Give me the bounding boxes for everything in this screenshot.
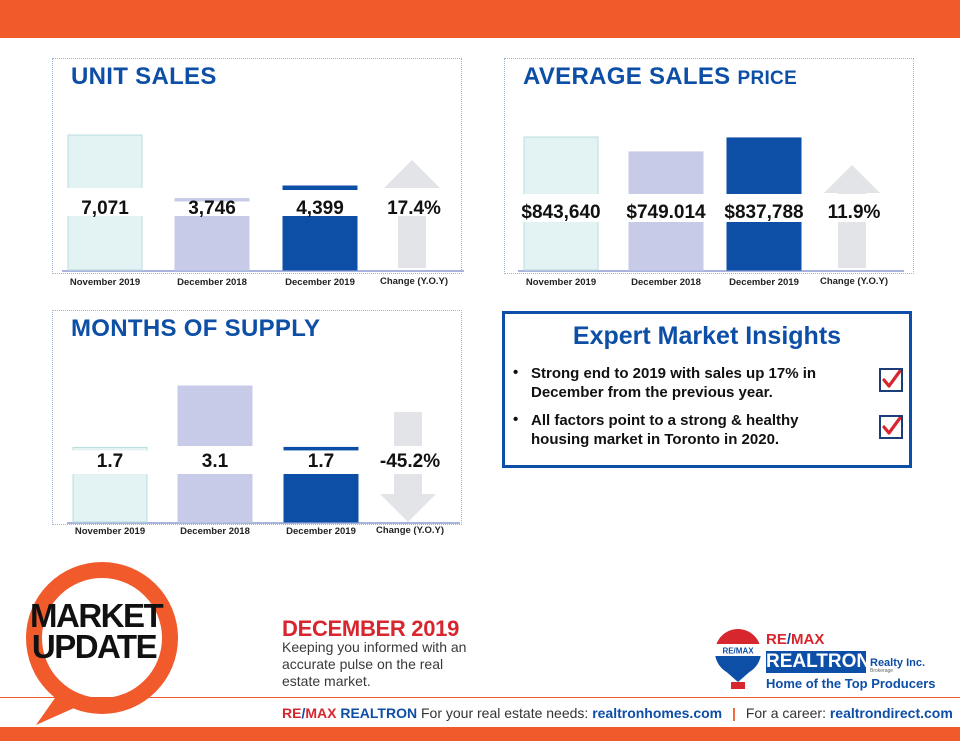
footer-separator: | (732, 705, 736, 721)
bar-label-band (67, 188, 143, 216)
market-update-badge-icon (26, 562, 178, 725)
realty-inc-label: Realty Inc. (870, 657, 926, 669)
bar-label-band (628, 194, 704, 222)
market-update-badge-text: MARKET UPDATE (30, 597, 164, 665)
change-label-band (374, 446, 442, 474)
bar-value-label: 1.7 (97, 451, 123, 472)
change-value-label: 11.9% (828, 202, 881, 223)
bar-value-label: 3.1 (202, 451, 229, 472)
category-label: Change (Y.O.Y) (380, 276, 448, 287)
bar-value-label: $843,640 (521, 202, 600, 223)
bar-label-band (174, 201, 250, 216)
insight-item: • All factors point to a strong & health… (513, 411, 903, 457)
footer-remax: RE/MAX (282, 705, 337, 721)
change-value-label: 17.4% (387, 198, 441, 219)
insight-text: Strong end to 2019 with sales up 17% in … (531, 365, 817, 401)
remax-wordmark: RE/MAX (766, 631, 825, 648)
category-label: December 2019 (286, 526, 356, 537)
category-label: December 2018 (631, 277, 701, 288)
unit-sales-title: UNIT SALES (71, 63, 217, 90)
bar-value-label: $749.014 (626, 202, 706, 223)
footer-needs-text: For your real estate needs: (420, 705, 589, 721)
average-sales-price-title: AVERAGE SALES PRICE (523, 63, 798, 90)
footer-career-text: For a career: (745, 705, 826, 721)
footer-direct-link[interactable]: realtrondirect.com (829, 705, 953, 721)
bar-label-band (283, 450, 359, 474)
bar-value-label: $837,788 (724, 202, 803, 223)
bar-label-band (523, 194, 599, 222)
category-label: Change (Y.O.Y) (376, 525, 444, 536)
bullet-icon: • (513, 364, 519, 381)
balloon-label: RE/MAX (722, 647, 754, 656)
bar-label-band (282, 190, 358, 216)
remax-balloon-icon: RE/MAX (715, 629, 761, 689)
bar-value-label: 3,746 (188, 198, 236, 219)
category-label: November 2019 (75, 526, 145, 537)
badge-line-market: MARKET (30, 597, 164, 634)
change-value-label: -45.2% (380, 451, 440, 472)
tagline: Home of the Top Producers (766, 676, 936, 691)
change-label-band (378, 188, 446, 216)
footer-divider (0, 697, 960, 698)
bar-value-label: 4,399 (296, 198, 344, 219)
check-mark-icon (882, 416, 902, 435)
insight-text: All factors point to a strong & healthy … (531, 412, 799, 448)
bar-value-label: 7,071 (81, 198, 129, 219)
checkbox-checked-icon (879, 368, 903, 392)
category-label: December 2019 (729, 277, 799, 288)
footer: RE/MAX REALTRON For your real estate nee… (282, 705, 953, 721)
footer-homes-link[interactable]: realtronhomes.com (592, 705, 723, 721)
checkbox-checked-icon (879, 415, 903, 439)
realtron-wordmark: REALTRON (766, 651, 871, 673)
top-accent-bar (0, 0, 960, 38)
update-subtitle: Keeping you informed with an accurate pu… (282, 639, 467, 689)
bottom-accent-bar (0, 727, 960, 741)
brokerage-label: Brokerage (870, 668, 894, 674)
category-label: December 2018 (180, 526, 250, 537)
category-label: December 2018 (177, 277, 247, 288)
bar-label-band (726, 194, 802, 222)
months-of-supply-title: MONTHS OF SUPPLY (71, 315, 321, 342)
footer-realtron: REALTRON (340, 705, 418, 721)
change-label-band (818, 194, 886, 222)
bar-value-label: 1.7 (308, 451, 334, 472)
insights-title: Expert Market Insights (572, 322, 842, 350)
category-label: December 2019 (285, 277, 355, 288)
insight-item: • Strong end to 2019 with sales up 17% i… (513, 364, 903, 410)
category-label: Change (Y.O.Y) (820, 276, 888, 287)
bar-label-band (72, 450, 148, 474)
update-date: DECEMBER 2019 (282, 616, 460, 641)
category-label: November 2019 (70, 277, 140, 288)
expert-market-insights-box: Expert Market Insights • Strong end to 2… (502, 311, 912, 468)
bullet-icon: • (513, 411, 519, 428)
bar-label-band (177, 446, 253, 474)
category-label: November 2019 (526, 277, 596, 288)
badge-line-update: UPDATE (31, 628, 158, 665)
check-mark-icon (882, 369, 902, 388)
